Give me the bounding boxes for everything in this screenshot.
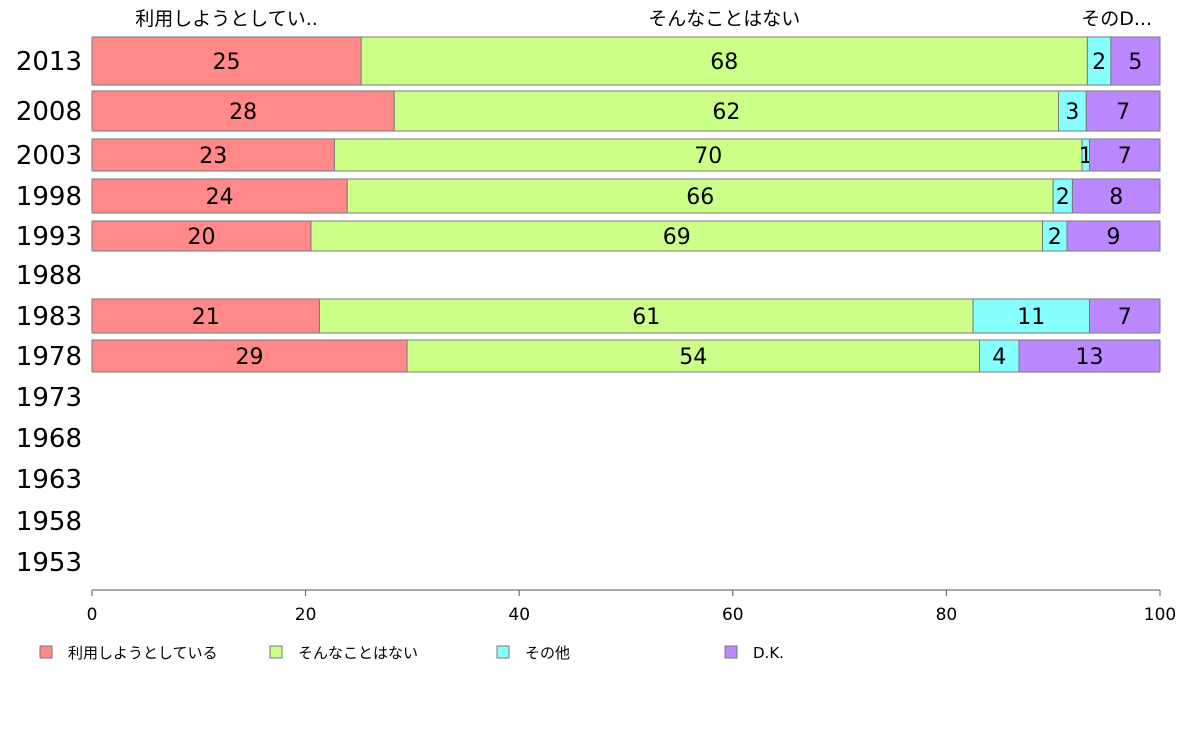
data-label-1993-series-2: 2 [1048, 225, 1062, 250]
top-label-series-3: そのD... [1081, 8, 1152, 30]
y-tick-label-1963: 1963 [16, 465, 82, 495]
bar-2003-series-0 [91, 138, 335, 172]
data-label-2008-series-3: 7 [1116, 100, 1130, 125]
legend-swatch-series-2 [496, 645, 510, 659]
bar-2008-series-2 [1058, 90, 1087, 132]
bar-1978-series-1 [406, 339, 981, 373]
y-tick-label-1958: 1958 [16, 507, 82, 537]
bar-1993-series-1 [310, 220, 1044, 252]
bar-1978-series-2 [979, 339, 1020, 373]
bar-1978-series-3 [1018, 339, 1161, 373]
bar-2008-series-0 [91, 90, 395, 132]
data-label-1998-series-2: 2 [1056, 185, 1070, 210]
bar-1993-series-0 [91, 220, 312, 252]
y-tick-label-1988: 1988 [16, 261, 82, 291]
bar-1983-series-3 [1089, 298, 1161, 334]
data-label-2013-series-1: 68 [710, 50, 738, 75]
y-tick-label-1998: 1998 [16, 182, 82, 212]
y-tick-label-2003: 2003 [16, 141, 82, 171]
bar-1978-series-0 [91, 339, 408, 373]
data-label-1978-series-3: 13 [1076, 345, 1104, 370]
data-label-1998-series-1: 66 [686, 185, 714, 210]
top-label-series-0: 利用しようとしてい.. [135, 8, 318, 30]
y-tick-label-1953: 1953 [16, 548, 82, 578]
y-tick-label-1983: 1983 [16, 302, 82, 332]
data-label-1993-series-0: 20 [187, 225, 215, 250]
data-label-1978-series-2: 4 [992, 345, 1006, 370]
bar-2008-series-1 [393, 90, 1060, 132]
data-label-1983-series-1: 61 [632, 305, 660, 330]
legend-label-series-3: D.K. [753, 644, 784, 662]
data-label-2003-series-3: 7 [1118, 144, 1132, 169]
data-label-1998-series-3: 8 [1109, 185, 1123, 210]
data-label-1983-series-0: 21 [192, 305, 220, 330]
data-label-2008-series-1: 62 [712, 100, 740, 125]
data-label-1993-series-3: 9 [1107, 225, 1121, 250]
x-tick-label-20: 20 [295, 605, 317, 625]
data-label-2003-series-1: 70 [694, 144, 722, 169]
bar-1983-series-0 [91, 298, 320, 334]
data-label-2008-series-2: 3 [1065, 100, 1079, 125]
x-tick-label-60: 60 [722, 605, 744, 625]
data-label-1993-series-1: 69 [663, 225, 691, 250]
data-label-1983-series-2: 11 [1017, 305, 1045, 330]
y-tick-label-1978: 1978 [16, 342, 82, 372]
bar-2013-series-0 [91, 36, 362, 86]
legend-swatch-series-1 [269, 645, 283, 659]
x-tick-label-40: 40 [508, 605, 530, 625]
data-label-2003-series-0: 23 [199, 144, 227, 169]
bar-1998-series-1 [346, 178, 1054, 214]
top-label-series-1: そんなことはない [648, 8, 800, 30]
data-label-1978-series-1: 54 [679, 345, 707, 370]
bar-2013-series-3 [1110, 36, 1161, 86]
legend-label-series-1: そんなことはない [298, 644, 418, 662]
x-tick-label-100: 100 [1144, 605, 1176, 625]
bar-2003-series-3 [1089, 138, 1161, 172]
data-label-2008-series-0: 28 [229, 100, 257, 125]
legend-swatch-series-0 [39, 645, 53, 659]
data-label-2013-series-3: 5 [1128, 50, 1142, 75]
y-tick-label-2013: 2013 [16, 47, 82, 77]
bar-1993-series-3 [1066, 220, 1161, 252]
legend-label-series-2: その他 [525, 644, 570, 662]
data-label-1978-series-0: 29 [236, 345, 264, 370]
y-tick-label-2008: 2008 [16, 97, 82, 127]
bar-2008-series-3 [1085, 90, 1161, 132]
y-tick-label-1973: 1973 [16, 383, 82, 413]
legend-label-series-0: 利用しようとしている [68, 644, 218, 662]
data-label-2013-series-0: 25 [213, 50, 241, 75]
bar-1983-series-2 [972, 298, 1091, 334]
bar-1998-series-3 [1071, 178, 1161, 214]
x-tick-label-0: 0 [87, 605, 98, 625]
data-label-1998-series-0: 24 [206, 185, 234, 210]
bar-1983-series-1 [318, 298, 974, 334]
x-tick-label-80: 80 [936, 605, 958, 625]
data-label-2013-series-2: 2 [1092, 50, 1106, 75]
bar-2003-series-1 [333, 138, 1083, 172]
y-tick-label-1968: 1968 [16, 424, 82, 454]
y-tick-label-1993: 1993 [16, 222, 82, 252]
data-label-1983-series-3: 7 [1118, 305, 1132, 330]
bar-1998-series-0 [91, 178, 348, 214]
legend-swatch-series-3 [724, 645, 738, 659]
bar-2013-series-1 [360, 36, 1088, 86]
